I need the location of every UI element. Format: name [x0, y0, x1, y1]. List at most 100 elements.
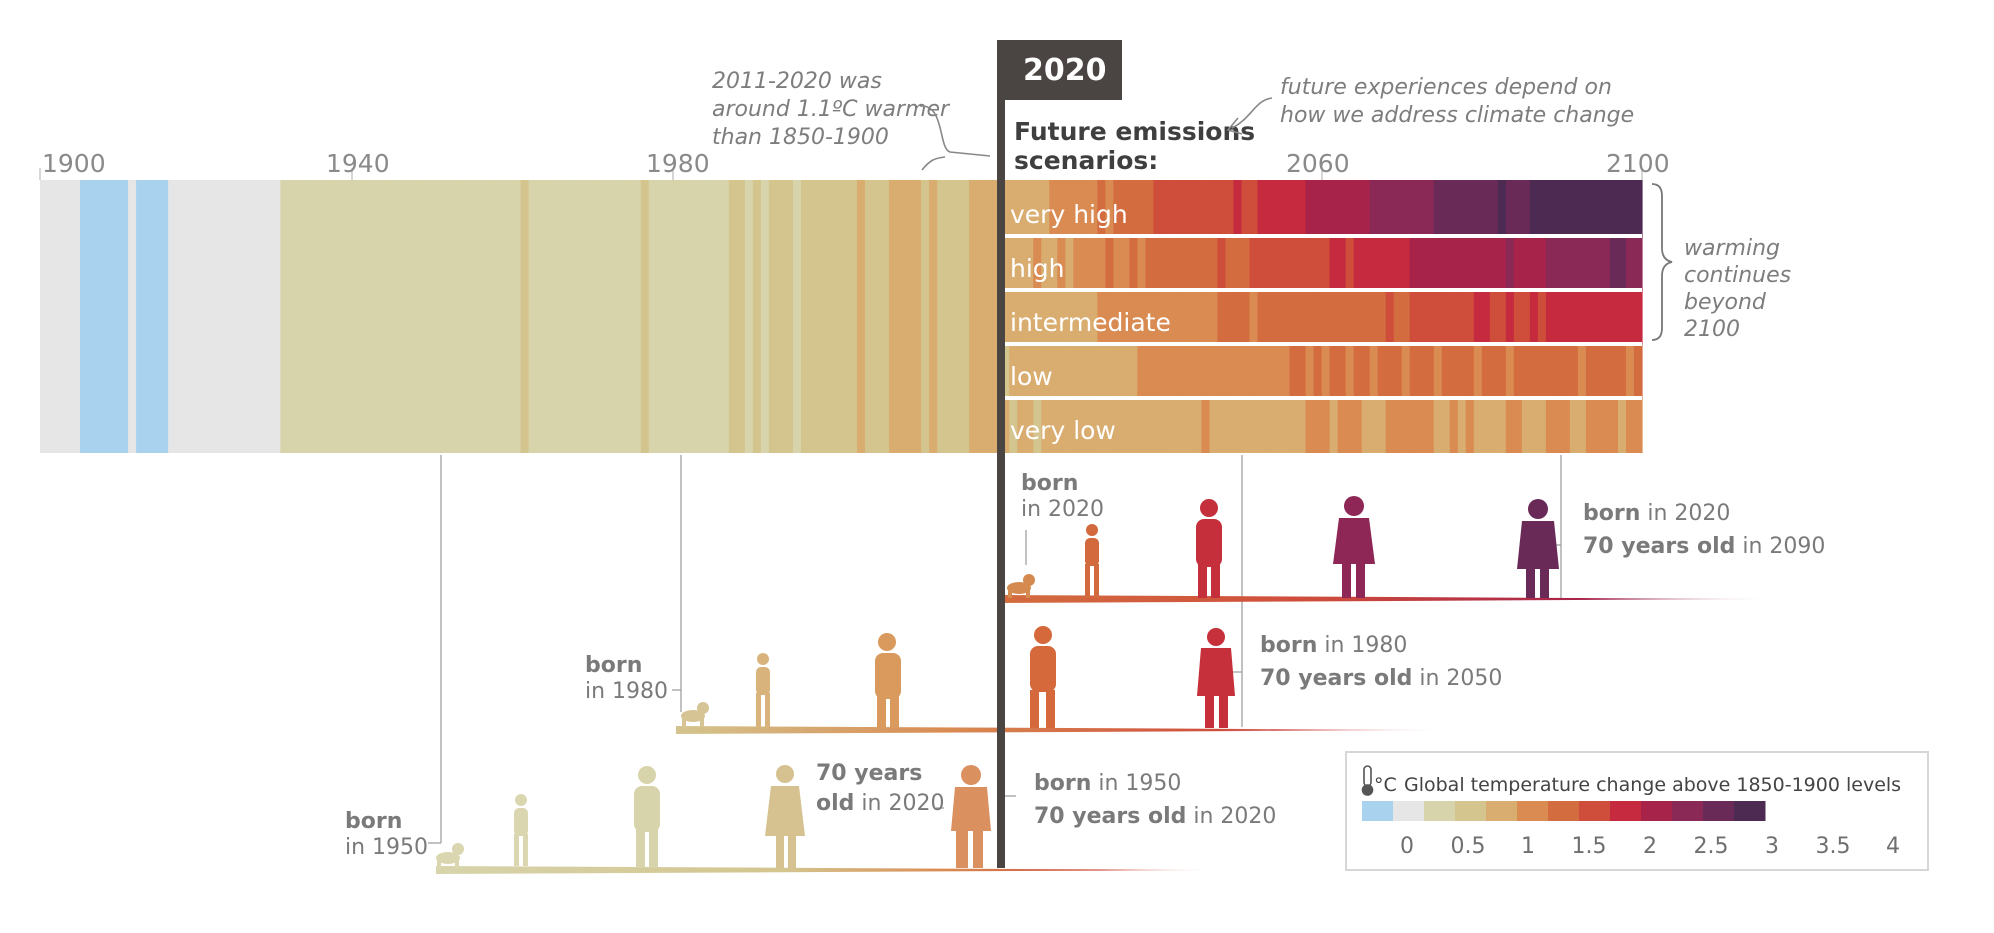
scenario-stripe-2-2091: [1569, 290, 1579, 344]
scenario-stripe-2-2050: [1241, 290, 1251, 344]
stripe-1924: [232, 180, 241, 453]
scenario-stripe-4-2029: [1073, 398, 1082, 453]
scenario-stripe-0-2097: [1617, 180, 1627, 236]
scenario-stripe-0-2053: [1265, 180, 1275, 236]
scenario-label-very-low: very low: [1010, 416, 1116, 445]
scenario-stripe-1-2051: [1249, 236, 1259, 290]
historical-stripes: [40, 180, 1002, 453]
scenario-stripe-1-2087: [1537, 236, 1547, 290]
age-note-line1: 70 years: [816, 761, 922, 786]
scenario-stripe-2-2065: [1361, 290, 1371, 344]
scenario-stripe-1-2082: [1497, 236, 1507, 290]
woman-1950-icon: [765, 765, 805, 868]
elder-2020-icon: [1517, 499, 1559, 598]
scenario-stripe-0-2051: [1249, 180, 1259, 236]
scenario-stripe-3-2022: [1017, 344, 1026, 398]
scenario-stripe-0-2069: [1393, 180, 1403, 236]
scenario-stripe-0-2061: [1329, 180, 1339, 236]
scenario-stripe-4-2059: [1313, 398, 1323, 453]
scenario-stripe-0-2034: [1113, 180, 1122, 236]
stripe-1972: [616, 180, 626, 453]
scenario-stripe-1-2023: [1025, 236, 1034, 290]
gen2020-right-age: 70 years old in 2090: [1583, 534, 1825, 559]
stripe-1908: [104, 180, 113, 453]
scenario-stripe-1-2054: [1273, 236, 1283, 290]
timeline-bar-1980: [676, 726, 1452, 734]
scenario-stripe-3-2038: [1145, 344, 1154, 398]
scenario-stripe-3-2056: [1289, 344, 1299, 398]
stripe-1936: [328, 180, 337, 453]
scenario-stripe-3-2025: [1041, 344, 1050, 398]
legend-tick-0-5: 0.5: [1451, 834, 1486, 859]
scenario-stripe-3-2096: [1609, 344, 1619, 398]
legend-title: Global temperature change above 1850-190…: [1404, 774, 1901, 796]
warming-brace: [1651, 183, 1673, 341]
scenario-stripe-3-2063: [1345, 344, 1355, 398]
scenario-stripe-4-2032: [1097, 398, 1106, 453]
stripe-1909: [112, 180, 121, 453]
legend-swatch-3: [1455, 801, 1487, 821]
legend-tick-3: 3: [1765, 834, 1779, 859]
scenario-stripe-4-2068: [1385, 398, 1395, 453]
stripe-1957: [496, 180, 506, 453]
scenario-stripe-0-2048: [1225, 180, 1235, 236]
scenario-stripe-2-2086: [1529, 290, 1539, 344]
year-2020-marker-box: [997, 40, 1122, 100]
year-axis: [39, 168, 1643, 180]
scenario-stripe-0-2081: [1489, 180, 1499, 236]
scenario-stripe-1-2048: [1225, 236, 1235, 290]
scenario-stripe-2-2033: [1105, 290, 1114, 344]
scenario-stripe-0-2065: [1361, 180, 1371, 236]
stripe-1982: [696, 180, 706, 453]
scenario-stripe-4-2060: [1321, 398, 1331, 453]
scenario-stripe-1-2056: [1289, 236, 1299, 290]
stripe-1997: [816, 180, 826, 453]
stripe-1940: [360, 180, 370, 453]
scenario-stripe-3-2073: [1425, 344, 1435, 398]
scenario-stripe-2-2064: [1353, 290, 1363, 344]
scenario-stripe-1-2099: [1633, 236, 1643, 290]
scenario-stripe-3-2041: [1169, 344, 1179, 398]
stripe-1926: [248, 180, 257, 453]
scenario-stripe-0-2033: [1105, 180, 1114, 236]
scenario-stripe-2-2074: [1433, 290, 1443, 344]
scenario-stripe-0-2026: [1049, 180, 1058, 236]
scenario-stripe-4-2071: [1409, 398, 1419, 453]
elder-1950-icon: [951, 765, 991, 868]
scenario-stripe-0-2054: [1273, 180, 1283, 236]
past-warming-note-line2: around 1.1ºC warmer: [712, 97, 951, 122]
age-note-year: in 2020: [854, 791, 944, 816]
scenario-stripe-3-2085: [1521, 344, 1531, 398]
scenario-stripe-3-2055: [1281, 344, 1291, 398]
scenario-stripe-2-2068: [1385, 290, 1395, 344]
scenario-stripe-0-2088: [1545, 180, 1555, 236]
scenario-stripe-2-2062: [1337, 290, 1347, 344]
scenario-stripe-1-2095: [1601, 236, 1611, 290]
baby-crawling-1980-icon: [681, 702, 709, 727]
scenario-stripe-0-2031: [1089, 180, 1098, 236]
scenario-stripe-2-2056: [1289, 290, 1299, 344]
stripe-1975: [640, 180, 650, 453]
scenario-stripe-4-2039: [1153, 398, 1162, 453]
scenario-stripe-3-2092: [1577, 344, 1587, 398]
scenario-stripe-4-2022: [1017, 398, 1026, 453]
scenario-label-very-high: very high: [1010, 200, 1128, 229]
scenario-stripe-1-2089: [1553, 236, 1563, 290]
scenario-stripe-4-2088: [1545, 398, 1555, 453]
stripe-1907: [96, 180, 105, 453]
scenario-stripe-0-2091: [1569, 180, 1579, 236]
scenario-stripe-3-2040: [1161, 344, 1171, 398]
scenario-stripe-4-2080: [1481, 398, 1491, 453]
scenario-stripe-2-2047: [1217, 290, 1227, 344]
gen2020-right-age-year: in 2090: [1735, 534, 1825, 559]
scenarios-header-line2: scenarios:: [1014, 146, 1158, 175]
scenario-stripe-2-2090: [1561, 290, 1571, 344]
scenario-stripe-3-2037: [1137, 344, 1146, 398]
scenario-stripe-4-2065: [1361, 398, 1371, 453]
scenario-stripe-2-2039: [1153, 290, 1162, 344]
scenario-stripe-4-2038: [1145, 398, 1154, 453]
scenario-stripe-0-2090: [1561, 180, 1571, 236]
year-2020-marker-line: [997, 40, 1005, 868]
scenario-stripe-4-2083: [1505, 398, 1515, 453]
scenario-stripe-1-2043: [1185, 236, 1195, 290]
